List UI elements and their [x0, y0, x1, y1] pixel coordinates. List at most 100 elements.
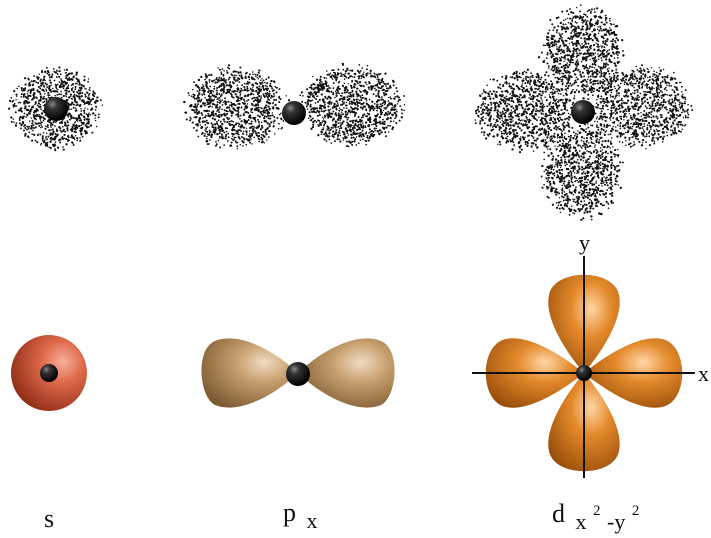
- density-dot: [361, 114, 364, 117]
- density-dot: [37, 102, 41, 105]
- density-dot: [593, 150, 596, 153]
- density-dot: [594, 162, 596, 165]
- density-dot: [362, 138, 364, 141]
- density-dot: [230, 141, 233, 144]
- density-dot: [324, 121, 327, 123]
- density-dot: [362, 135, 365, 138]
- density-dot: [347, 95, 350, 97]
- density-dot: [252, 83, 254, 86]
- density-dot: [24, 134, 27, 137]
- density-dot: [604, 71, 608, 75]
- density-dot: [587, 98, 590, 101]
- density-dot: [39, 103, 42, 106]
- density-dot: [45, 83, 48, 86]
- density-dot: [220, 71, 223, 74]
- density-dot: [585, 31, 587, 34]
- density-dot: [575, 64, 577, 66]
- density-dot: [551, 45, 554, 48]
- density-dot: [81, 114, 83, 117]
- density-dot: [339, 119, 341, 122]
- density-dot: [75, 73, 78, 76]
- density-dot: [76, 82, 78, 85]
- density-dot: [225, 91, 228, 95]
- density-dot: [586, 210, 589, 213]
- density-dot: [225, 84, 229, 87]
- density-dot: [391, 79, 395, 82]
- density-dot: [613, 53, 615, 55]
- density-dot: [600, 70, 603, 73]
- density-dot: [340, 127, 343, 129]
- density-dot: [564, 137, 568, 141]
- density-dot: [202, 84, 204, 86]
- density-dot: [358, 132, 361, 134]
- density-dot: [395, 114, 398, 117]
- density-dot: [335, 105, 338, 108]
- density-dot: [198, 88, 201, 92]
- density-dot: [596, 151, 598, 154]
- density-dot: [619, 161, 622, 164]
- density-dot: [242, 114, 245, 117]
- density-dot: [359, 139, 362, 141]
- density-dot: [591, 69, 593, 72]
- density-dot: [588, 130, 591, 133]
- density-dot: [551, 23, 554, 26]
- density-dot: [593, 35, 596, 38]
- density-dot: [31, 133, 34, 135]
- density-dot: [573, 95, 576, 97]
- density-dot: [92, 90, 95, 93]
- density-dot: [574, 73, 577, 76]
- density-dot: [60, 78, 62, 80]
- density-dot: [66, 127, 69, 130]
- density-dot: [554, 140, 556, 143]
- density-dot: [564, 202, 567, 205]
- density-dot: [572, 52, 575, 55]
- density-dot: [76, 139, 79, 142]
- density-dot: [614, 25, 617, 28]
- density-dot: [560, 172, 562, 175]
- density-dot: [599, 49, 602, 52]
- density-dot: [562, 23, 565, 26]
- density-dot: [243, 119, 247, 122]
- density-dot: [216, 101, 219, 104]
- density-dot: [590, 200, 593, 202]
- density-dot: [229, 108, 231, 111]
- density-dot: [553, 73, 555, 76]
- density-dot: [255, 75, 257, 77]
- density-dot: [553, 172, 556, 174]
- density-dot: [89, 87, 91, 89]
- density-dot: [546, 105, 549, 108]
- density-dot: [339, 140, 342, 143]
- density-dot: [583, 151, 586, 154]
- density-dot: [327, 109, 330, 112]
- density-dot: [200, 86, 203, 90]
- density-dot: [68, 77, 71, 80]
- density-dot: [592, 190, 595, 193]
- density-dot: [567, 65, 570, 68]
- density-dot: [73, 93, 76, 96]
- density-dot: [568, 179, 570, 182]
- density-dot: [593, 28, 596, 31]
- density-dot: [203, 89, 206, 92]
- density-dot: [215, 143, 218, 146]
- density-dot: [73, 122, 76, 124]
- density-dot: [67, 85, 69, 88]
- density-dot: [593, 176, 596, 178]
- density-dot: [494, 103, 496, 106]
- density-dot: [572, 49, 575, 53]
- density-dot: [364, 132, 367, 135]
- density-dot: [216, 106, 219, 109]
- density-dot: [340, 73, 343, 76]
- density-dot: [567, 27, 570, 30]
- density-dot: [212, 128, 215, 131]
- density-dot: [372, 109, 375, 112]
- density-dot: [616, 45, 619, 48]
- density-dot: [332, 135, 335, 138]
- density-dot: [315, 98, 318, 100]
- density-dot: [273, 81, 276, 84]
- density-dot: [555, 67, 558, 70]
- density-dot: [518, 151, 522, 154]
- density-dot: [607, 52, 611, 55]
- density-dot: [581, 183, 584, 186]
- density-dot: [561, 72, 563, 74]
- density-dot: [40, 142, 43, 145]
